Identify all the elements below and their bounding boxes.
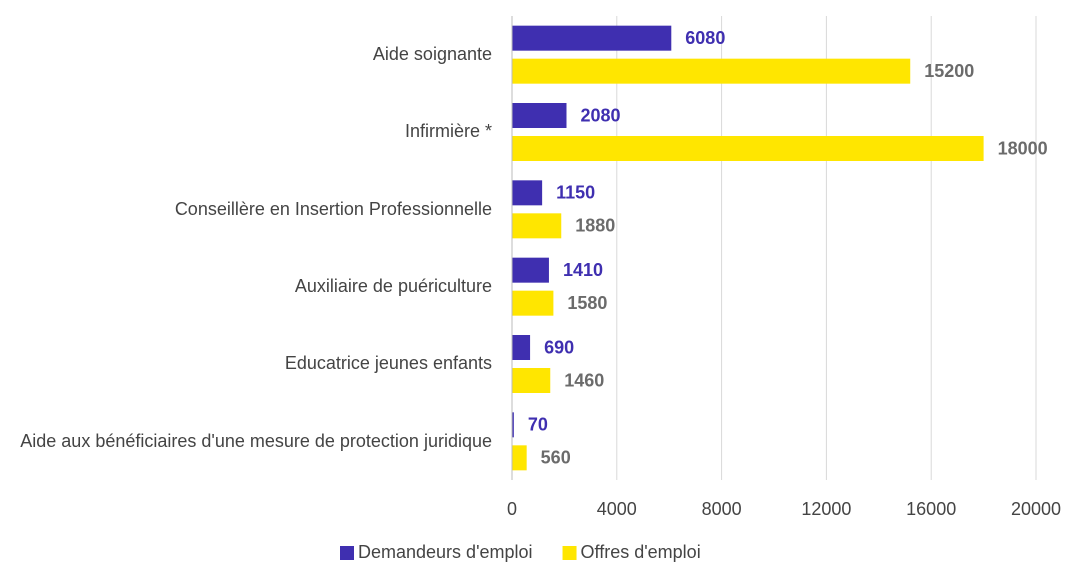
category-label-text: Auxiliaire de puériculture [294,276,492,296]
bar [512,445,527,471]
bar [512,25,672,51]
value-label: 1150 [556,183,595,203]
category-label-box: Aide aux bénéficiaires d'une mesure de p… [12,403,492,480]
value-label: 560 [541,448,571,468]
bar [512,213,562,239]
x-tick-label: 20000 [1011,499,1061,519]
category-label: Auxiliaire de puériculture [12,248,492,325]
x-tick-label: 16000 [906,499,956,519]
category-label-text: Aide aux bénéficiaires d'une mesure de p… [20,430,492,451]
category-label-text: Conseillère en Insertion Professionnelle [174,198,492,219]
x-tick-label: 4000 [597,499,637,519]
value-label: 2080 [580,105,620,125]
category-label: Infirmière * [12,93,492,170]
value-label: 1410 [563,260,603,280]
bar [512,136,984,161]
value-label: 18000 [998,138,1048,158]
bar [512,58,911,84]
category-label-box: Educatrice jeunes enfants [12,325,492,402]
category-label-text: Infirmière * [404,121,492,142]
category-label-box: Auxiliaire de puériculture [12,248,492,325]
bar [512,103,567,128]
category-label-text: Educatrice jeunes enfants [284,353,492,374]
bar [512,257,549,283]
x-tick-label: 0 [507,499,517,519]
value-label: 15200 [924,61,974,81]
category-label-text: Aide soignante [372,44,492,64]
value-label: 1880 [575,216,615,236]
category-label-box: Aide soignante [12,16,492,93]
value-label: 690 [544,337,574,357]
category-label-box: Infirmière * [12,93,492,170]
bar [512,180,543,206]
x-tick-label: 8000 [702,499,742,519]
category-label: Aide aux bénéficiaires d'une mesure de p… [12,403,492,480]
x-tick-label: 12000 [801,499,851,519]
bar [512,368,551,393]
value-label: 1460 [564,370,604,390]
category-label: Aide soignante [12,16,492,93]
bar [512,412,514,438]
bar [512,335,531,360]
value-label: 70 [528,415,548,435]
legend-swatch [562,546,577,560]
legend-label: Offres d'emploi [581,542,701,562]
value-label: 6080 [685,28,725,48]
legend-label: Demandeurs d'emploi [358,542,533,562]
category-label: Educatrice jeunes enfants [12,325,492,402]
bar [512,290,554,316]
legend-swatch [340,546,354,560]
value-label: 1580 [567,293,607,313]
category-label: Conseillère en Insertion Professionnelle [12,171,492,248]
category-label-box: Conseillère en Insertion Professionnelle [12,171,492,248]
